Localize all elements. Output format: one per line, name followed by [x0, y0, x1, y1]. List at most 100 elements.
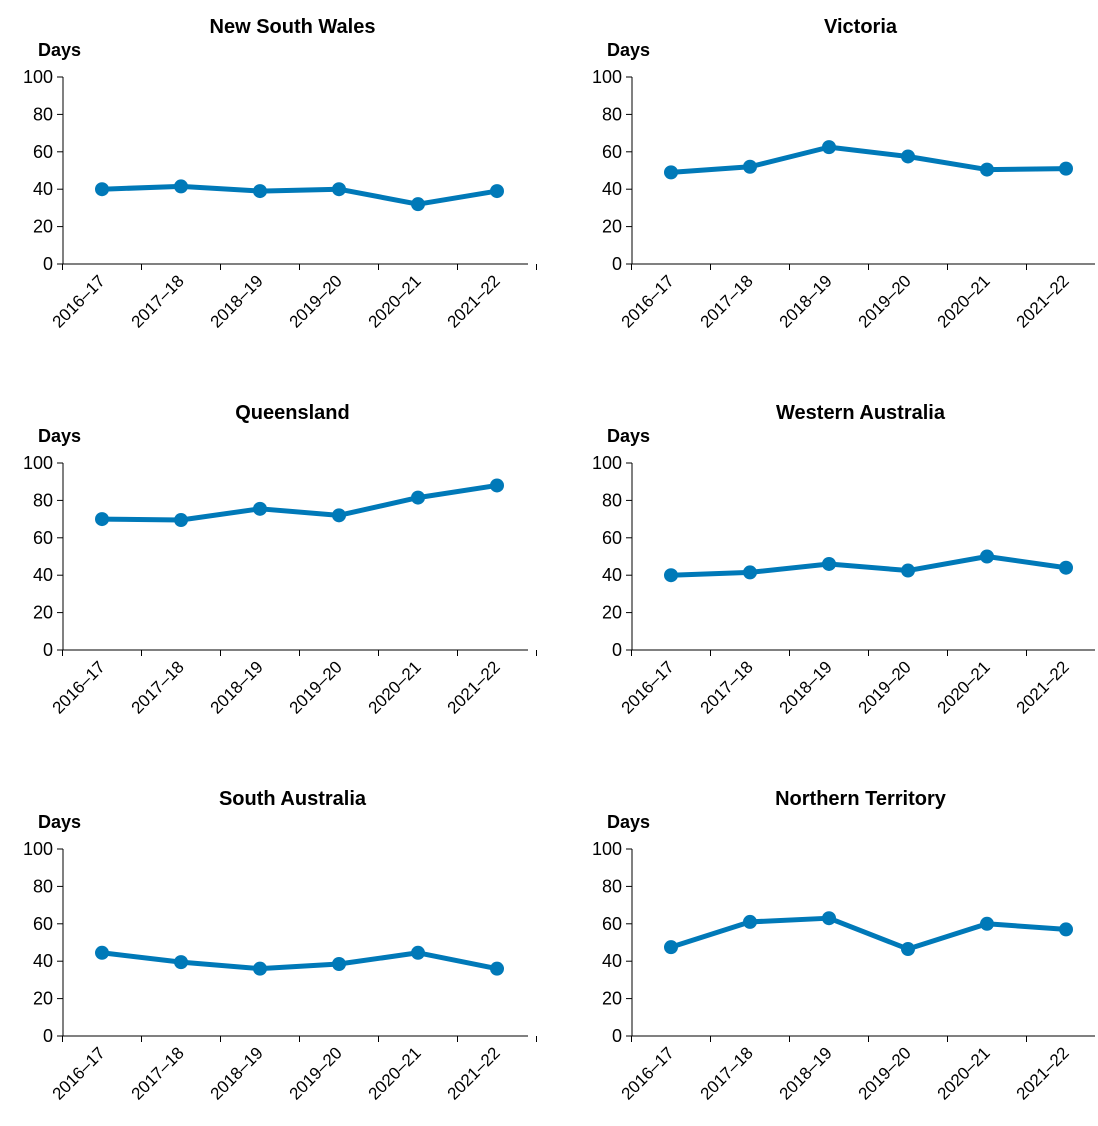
- y-tick-label: 40: [33, 951, 53, 971]
- y-tick-label: 60: [33, 528, 53, 548]
- x-tick-label: 2016–17: [49, 1043, 109, 1103]
- x-tick-label: 2019–20: [286, 1043, 346, 1103]
- chart-title: Western Australia: [776, 402, 946, 424]
- data-point: [901, 563, 915, 578]
- y-axis-label: Days: [607, 426, 650, 446]
- data-point: [822, 140, 836, 155]
- data-point: [490, 961, 504, 976]
- data-point: [95, 945, 109, 960]
- y-tick-label: 80: [602, 104, 622, 124]
- x-tick-label: 2021–22: [444, 1043, 504, 1103]
- y-tick-label: 0: [612, 640, 622, 660]
- y-tick-label: 40: [33, 179, 53, 199]
- series-line: [668, 915, 1069, 952]
- data-point: [174, 513, 188, 528]
- y-tick-label: 100: [23, 839, 53, 859]
- x-tick-label: 2021–22: [444, 271, 504, 331]
- y-tick-label: 100: [23, 453, 53, 473]
- x-tick-label: 2016–17: [618, 657, 678, 717]
- chart-title: South Australia: [219, 788, 367, 810]
- y-tick-label: 80: [33, 876, 53, 896]
- y-tick-label: 20: [602, 217, 622, 237]
- data-point: [490, 478, 504, 493]
- data-point: [901, 942, 915, 957]
- data-point: [411, 490, 425, 505]
- y-tick-label: 100: [592, 839, 622, 859]
- y-tick-label: 40: [602, 179, 622, 199]
- chart-2: Queensland Days 0 20 40 60 80 100 2016–17 2017–18…: [23, 402, 537, 718]
- y-tick-label: 40: [602, 565, 622, 585]
- y-axis-label: Days: [38, 40, 81, 60]
- data-point: [95, 512, 109, 527]
- data-point: [174, 955, 188, 970]
- x-tick-label: 2018–19: [207, 657, 267, 717]
- data-point: [174, 179, 188, 194]
- y-tick-label: 100: [23, 67, 53, 87]
- data-point: [253, 961, 267, 976]
- y-tick-label: 100: [592, 453, 622, 473]
- x-tick-label: 2018–19: [776, 271, 836, 331]
- data-point: [980, 916, 994, 931]
- x-tick-label: 2016–17: [618, 271, 678, 331]
- data-point: [980, 162, 994, 177]
- data-point: [332, 957, 346, 972]
- data-point: [490, 184, 504, 199]
- x-tick-label: 2019–20: [855, 657, 915, 717]
- x-tick-label: 2017–18: [697, 657, 757, 717]
- series-line: [668, 144, 1069, 175]
- data-point: [332, 508, 346, 523]
- y-tick-label: 0: [43, 640, 53, 660]
- y-tick-label: 20: [602, 989, 622, 1009]
- y-tick-label: 20: [33, 217, 53, 237]
- x-tick-label: 2021–22: [444, 657, 504, 717]
- chart-title: Victoria: [824, 16, 898, 38]
- data-point: [411, 197, 425, 212]
- data-point: [743, 565, 757, 580]
- chart-title: Queensland: [235, 402, 349, 424]
- data-point: [253, 184, 267, 199]
- y-tick-label: 60: [33, 142, 53, 162]
- x-tick-label: 2020–21: [365, 271, 425, 331]
- x-tick-label: 2018–19: [207, 1043, 267, 1103]
- data-point: [253, 501, 267, 516]
- x-tick-label: 2017–18: [697, 1043, 757, 1103]
- x-tick-label: 2017–18: [128, 657, 188, 717]
- x-tick-label: 2020–21: [934, 1043, 994, 1103]
- data-point: [1059, 560, 1073, 575]
- y-axis-label: Days: [38, 812, 81, 832]
- y-tick-label: 100: [592, 67, 622, 87]
- x-tick-label: 2021–22: [1013, 657, 1073, 717]
- data-point: [95, 182, 109, 197]
- x-tick-label: 2017–18: [128, 271, 188, 331]
- y-tick-label: 20: [33, 603, 53, 623]
- data-point: [1059, 922, 1073, 937]
- y-tick-label: 40: [602, 951, 622, 971]
- x-tick-label: 2017–18: [697, 271, 757, 331]
- data-point: [332, 182, 346, 197]
- x-tick-label: 2018–19: [207, 271, 267, 331]
- data-point: [743, 914, 757, 929]
- series-line: [99, 482, 500, 523]
- chart-5: Northern Territory Days 0 20 40 60 80 100 2016–1…: [592, 788, 1095, 1104]
- x-tick-label: 2017–18: [128, 1043, 188, 1103]
- data-point: [411, 945, 425, 960]
- x-tick-label: 2020–21: [365, 1043, 425, 1103]
- x-tick-label: 2019–20: [286, 657, 346, 717]
- y-axis-label: Days: [38, 426, 81, 446]
- y-tick-label: 0: [612, 1026, 622, 1046]
- chart-1: Victoria Days 0 20 40 60 80 100 2016–17 2017–18 20…: [592, 16, 1095, 332]
- series-line: [99, 950, 500, 972]
- y-tick-label: 80: [602, 876, 622, 896]
- data-point: [822, 556, 836, 571]
- x-tick-label: 2018–19: [776, 1043, 836, 1103]
- x-tick-label: 2021–22: [1013, 1043, 1073, 1103]
- y-tick-label: 80: [33, 104, 53, 124]
- x-tick-label: 2021–22: [1013, 271, 1073, 331]
- data-point: [980, 549, 994, 564]
- data-point: [1059, 161, 1073, 176]
- y-tick-label: 60: [33, 914, 53, 934]
- y-tick-label: 80: [33, 490, 53, 510]
- x-tick-label: 2019–20: [855, 1043, 915, 1103]
- data-point: [822, 911, 836, 926]
